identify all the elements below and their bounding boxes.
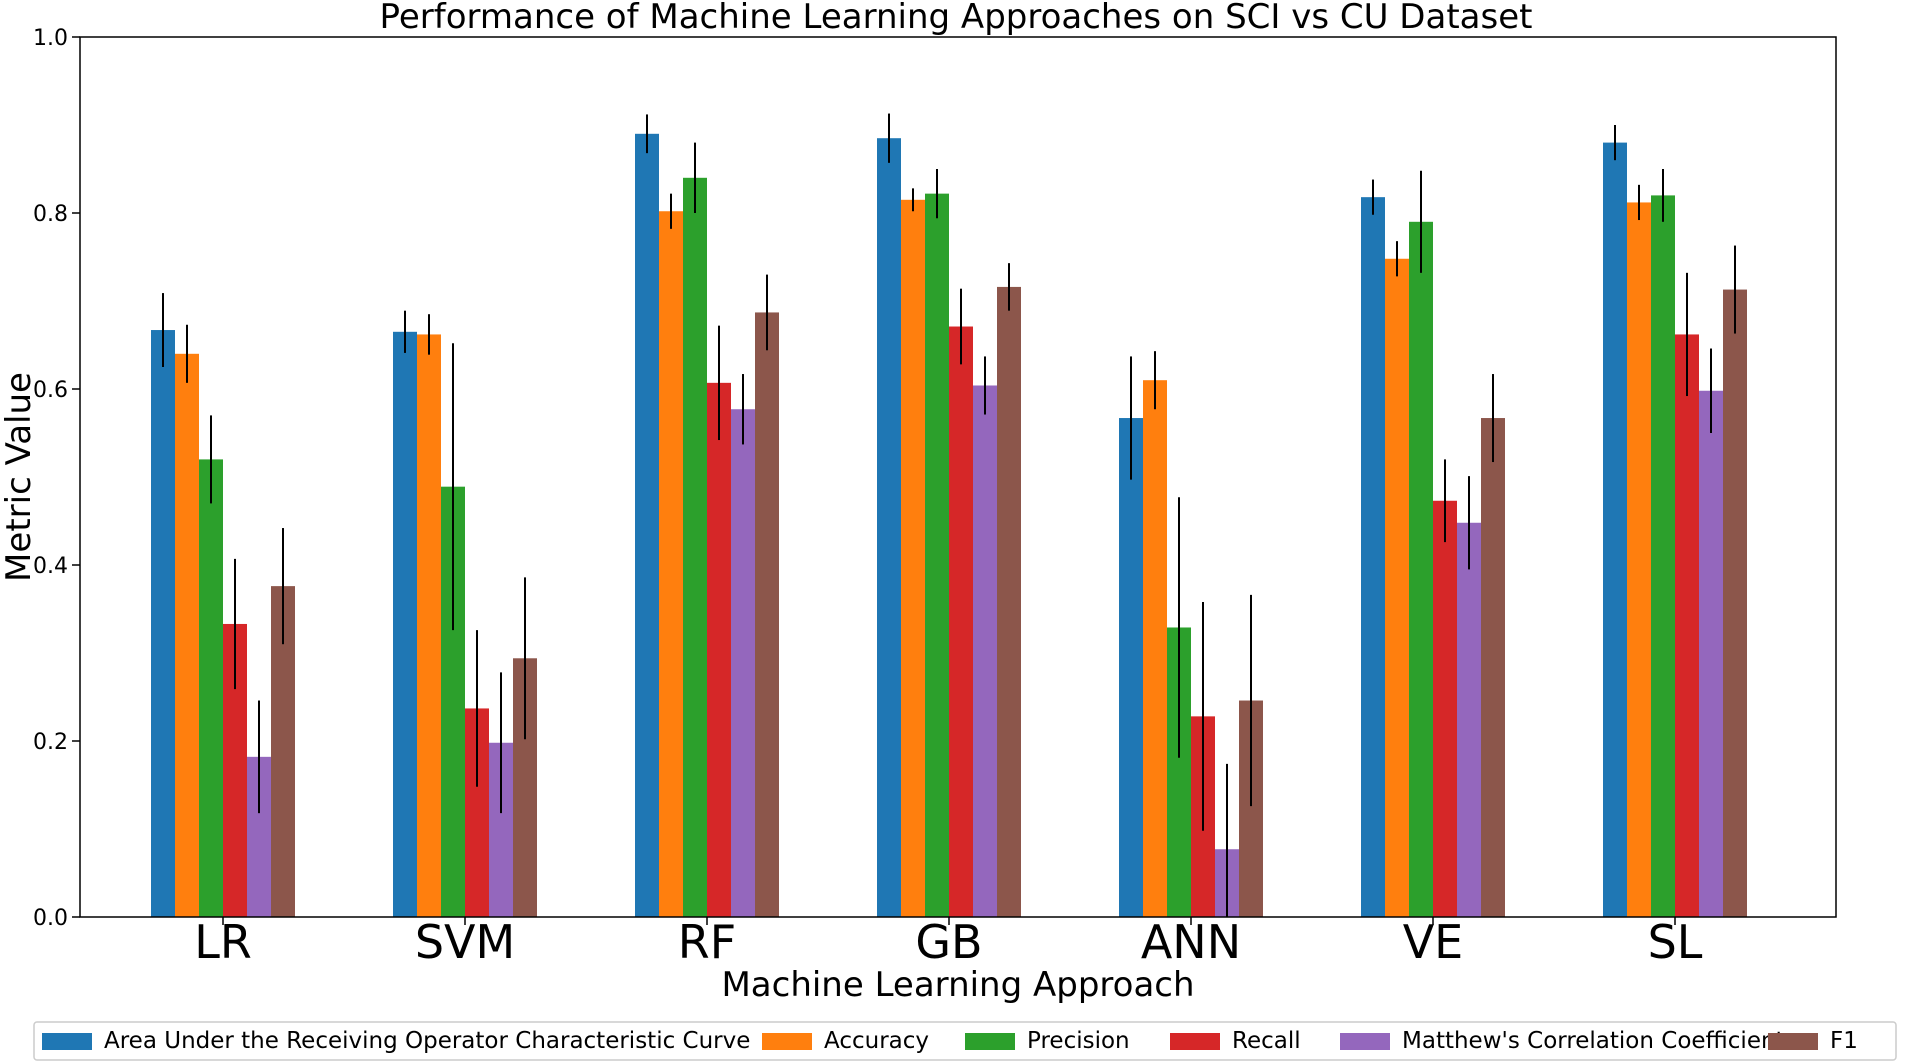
bar [1457, 522, 1481, 917]
bar [635, 133, 659, 918]
bar [659, 211, 683, 918]
legend-label: F1 [1830, 1028, 1858, 1054]
x-tick-label: SVM [415, 915, 515, 969]
bar [417, 334, 441, 917]
bar [175, 353, 199, 917]
y-tick-label: 0.4 [33, 554, 68, 579]
bar [1385, 258, 1409, 917]
bar [755, 312, 779, 917]
legend-label: Precision [1027, 1028, 1130, 1054]
legend-label: Area Under the Receiving Operator Charac… [104, 1028, 750, 1054]
legend-swatch [965, 1033, 1015, 1050]
plot-area-frame [79, 36, 1837, 918]
bar [1361, 197, 1385, 917]
bar [683, 177, 707, 918]
y-tick-label: 0.6 [33, 378, 68, 403]
legend-swatch [1170, 1033, 1220, 1050]
bar [1675, 334, 1699, 917]
x-tick-label: LR [194, 915, 252, 969]
bar [901, 199, 925, 918]
bar [393, 331, 417, 917]
x-tick-label: VE [1403, 915, 1464, 969]
x-tick-label: GB [915, 915, 982, 969]
y-tick-label: 0.8 [33, 202, 68, 227]
bar [199, 459, 223, 917]
legend-swatch [1340, 1033, 1390, 1050]
bar [1723, 289, 1747, 917]
bar [731, 409, 755, 917]
legend-swatch [42, 1033, 92, 1050]
bar [151, 330, 175, 917]
bar [949, 326, 973, 917]
bar [997, 286, 1021, 917]
chart-title: Performance of Machine Learning Approach… [380, 0, 1533, 37]
x-tick-label: RF [678, 915, 736, 969]
x-tick-label: ANN [1141, 915, 1241, 969]
bars-layer [151, 133, 1747, 918]
x-tick-label: SL [1648, 915, 1703, 969]
y-tick-label: 0.2 [33, 730, 68, 755]
y-axis: 0.0 0.2 0.4 0.6 0.8 1.0 [33, 26, 80, 931]
bar [1119, 418, 1143, 917]
bar [1409, 221, 1433, 918]
x-axis: LR SVM RF GB ANN VE SL [194, 915, 1703, 969]
legend-swatch [1768, 1033, 1818, 1050]
bar [973, 385, 997, 918]
bar [925, 193, 949, 917]
error-bars-layer [162, 113, 1736, 917]
bar [1143, 380, 1167, 917]
bar [1603, 142, 1627, 918]
legend-swatch [762, 1033, 812, 1050]
bar [1627, 202, 1651, 917]
legend: Area Under the Receiving Operator Charac… [33, 1021, 1897, 1061]
bar [1433, 500, 1457, 917]
legend-label: Matthew's Correlation Coefficient [1402, 1028, 1785, 1054]
bar [1699, 390, 1723, 917]
bar [1651, 195, 1675, 917]
legend-label: Recall [1232, 1028, 1301, 1054]
bar [877, 138, 901, 917]
legend-label: Accuracy [824, 1028, 929, 1054]
bar [1481, 418, 1505, 917]
bar [707, 382, 731, 918]
y-tick-label: 0.0 [33, 906, 68, 931]
x-axis-label: Machine Learning Approach [721, 965, 1194, 1005]
y-axis-label: Metric Value [0, 372, 39, 582]
y-tick-label: 1.0 [33, 26, 68, 51]
